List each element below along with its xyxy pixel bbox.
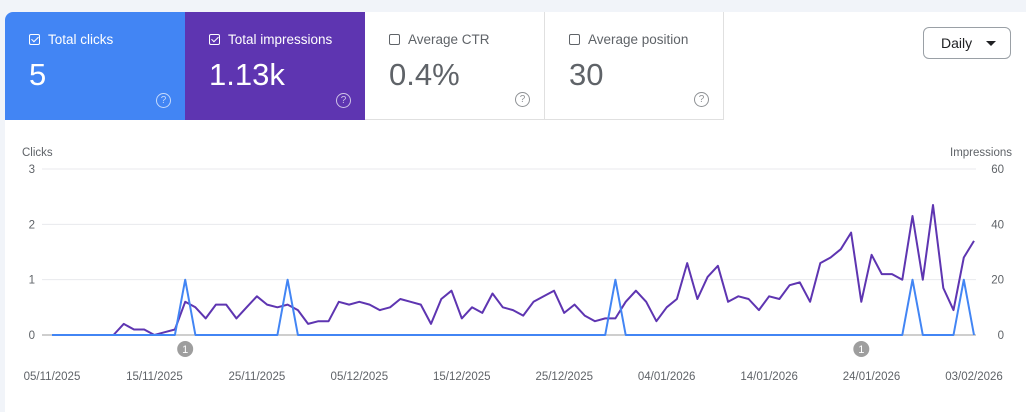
x-tick-label: 24/01/2026	[843, 371, 901, 383]
performance-chart[interactable]: Clicks Impressions 0 0 1 20 2 40 3 60 05/11/2025…	[0, 0, 1026, 400]
x-tick-label: 03/02/2026	[945, 371, 1003, 383]
annotation-count: 1	[182, 344, 188, 356]
help-icon[interactable]: ?	[694, 92, 709, 107]
left-tick-label: 3	[29, 164, 35, 176]
left-tick-label: 0	[29, 330, 35, 342]
left-tick-label: 1	[29, 275, 35, 287]
x-tick-label: 15/11/2025	[126, 371, 183, 383]
metric-label: Total clicks	[48, 32, 114, 47]
annotation-marker[interactable]: 1	[853, 341, 870, 357]
annotation-badge	[853, 341, 870, 357]
right-tick-label: 60	[991, 164, 1004, 176]
period-value: Daily	[941, 35, 973, 51]
metric-value: 30	[569, 57, 604, 92]
right-axis-label: Impressions	[950, 147, 1012, 159]
left-tick-label: 2	[29, 219, 35, 231]
series-line-impressions	[52, 204, 975, 336]
left-axis-label: Clicks	[22, 147, 53, 159]
metric-value: 0.4%	[389, 57, 460, 92]
help-icon[interactable]: ?	[336, 93, 351, 108]
period-dropdown[interactable]: Daily	[923, 27, 1011, 59]
x-tick-label: 25/11/2025	[229, 371, 286, 383]
metric-value: 1.13k	[209, 57, 285, 92]
right-tick-label: 0	[998, 330, 1004, 342]
metric-label: Average CTR	[408, 32, 490, 47]
x-tick-label: 25/12/2025	[535, 371, 593, 383]
caret-down-icon	[986, 41, 996, 46]
help-icon[interactable]: ?	[156, 93, 171, 108]
annotation-badge	[177, 341, 194, 357]
metric-value: 5	[29, 57, 47, 92]
series-line-clicks	[52, 278, 975, 336]
metric-average-position[interactable]: Average position 30 ?	[545, 12, 724, 120]
checkbox-checked-icon[interactable]	[29, 34, 40, 45]
x-tick-label: 15/12/2025	[433, 371, 491, 383]
x-tick-label: 05/12/2025	[331, 371, 389, 383]
checkbox-checked-icon[interactable]	[209, 34, 220, 45]
annotation-marker[interactable]: 1	[177, 341, 194, 357]
x-tick-label: 04/01/2026	[638, 371, 696, 383]
right-tick-label: 40	[991, 219, 1004, 231]
metric-total-clicks[interactable]: Total clicks 5 ?	[5, 12, 185, 120]
help-icon[interactable]: ?	[515, 92, 530, 107]
right-tick-label: 20	[991, 275, 1004, 287]
x-tick-label: 05/11/2025	[24, 371, 81, 383]
performance-card: Total clicks 5 ? Total impressions 1.13k…	[5, 12, 1026, 412]
metric-total-impressions[interactable]: Total impressions 1.13k ?	[185, 12, 365, 120]
checkbox-unchecked-icon[interactable]	[569, 34, 580, 45]
metric-label: Average position	[588, 32, 689, 47]
annotation-count: 1	[858, 344, 864, 356]
x-tick-label: 14/01/2026	[740, 371, 798, 383]
metric-average-ctr[interactable]: Average CTR 0.4% ?	[365, 12, 545, 120]
metric-label: Total impressions	[228, 32, 333, 47]
checkbox-unchecked-icon[interactable]	[389, 34, 400, 45]
